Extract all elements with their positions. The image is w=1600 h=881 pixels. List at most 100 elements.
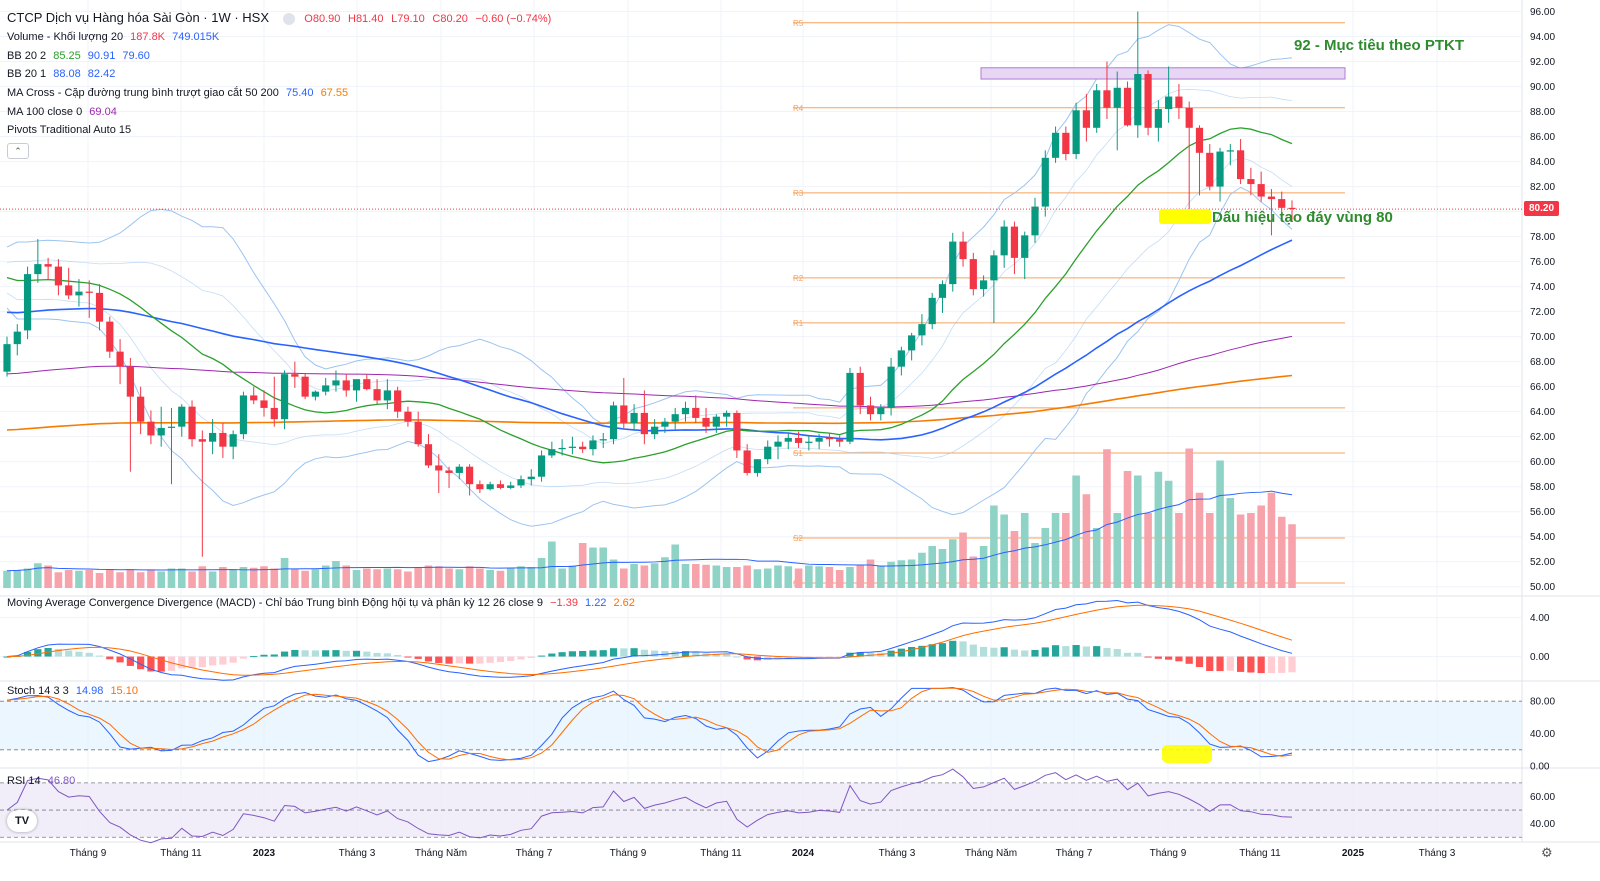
candle-body <box>815 437 823 442</box>
chart-header[interactable]: CTCP Dịch vụ Hàng hóa Sài Gòn · 1W · HSX… <box>7 10 555 25</box>
macd-histogram-bar <box>414 656 422 659</box>
macd-histogram-bar <box>723 653 731 657</box>
volume-bar <box>568 565 577 588</box>
macd-histogram-bar <box>342 650 350 657</box>
collapse-legend-button[interactable]: ⌃ <box>7 143 29 159</box>
volume-bar <box>805 565 813 588</box>
legend-ma100[interactable]: MA 100 close 0 69.04 <box>7 106 121 118</box>
macd-histogram-bar <box>106 656 114 660</box>
rsi-line <box>6 768 1293 844</box>
last-price-tag: 80.20 <box>1524 201 1559 216</box>
rsi-band <box>0 782 1522 838</box>
macd-pane <box>3 599 1296 681</box>
volume-bar <box>599 547 608 588</box>
macd-histogram-bar <box>1000 647 1008 657</box>
macd-histogram-bar <box>1031 649 1039 657</box>
macd-histogram-bar <box>1113 648 1121 657</box>
macd-tick-label: 0.00 <box>1530 652 1550 663</box>
legend-volume[interactable]: Volume - Khối lượng 20 187.8K 749.015K <box>7 31 223 43</box>
candle-body <box>363 379 371 390</box>
legend-rsi-v1: 46.80 <box>47 775 76 787</box>
ohlc-open: O80.90 <box>304 13 341 25</box>
macd-histogram-bar <box>1082 646 1090 657</box>
volume-bar <box>44 565 52 588</box>
volume-bar <box>383 568 392 588</box>
price-tick-label: 96.00 <box>1530 7 1555 18</box>
candle-body <box>692 407 700 418</box>
pivot-label: S1 <box>793 449 803 458</box>
legend-stoch-v2: 15.10 <box>110 685 138 697</box>
volume-bar <box>990 505 998 588</box>
legend-rsi[interactable]: RSI 14 46.80 <box>7 775 79 787</box>
macd-histogram-bar <box>918 645 926 657</box>
macd-histogram-bar <box>1072 645 1080 657</box>
volume-bar <box>3 570 11 588</box>
candle-body <box>1051 132 1060 158</box>
volume-bar <box>249 567 258 588</box>
symbol-title: CTCP Dịch vụ Hàng hóa Sài Gòn · 1W · HSX <box>7 10 270 25</box>
time-tick-label: Tháng 3 <box>879 848 916 859</box>
volume-bar <box>352 570 361 588</box>
volume-bar <box>815 566 823 588</box>
candle-body <box>1226 150 1234 152</box>
candle-body <box>352 379 361 391</box>
rsi-tick-label: 40.00 <box>1530 819 1555 830</box>
price-tick-label: 60.00 <box>1530 457 1555 468</box>
price-tick-label: 66.00 <box>1530 382 1555 393</box>
macd-histogram-bar <box>949 640 957 657</box>
candle-body <box>1134 74 1142 126</box>
candle-body <box>1000 226 1008 256</box>
volume-bar <box>938 549 947 588</box>
candle-body <box>424 444 433 466</box>
price-tick-label: 78.00 <box>1530 232 1555 243</box>
macd-histogram-bar <box>1226 656 1234 671</box>
legend-bb2-label: BB 20 1 <box>7 68 47 80</box>
volume-bar <box>229 569 237 588</box>
candle-body <box>404 411 412 422</box>
volume-bar <box>620 568 628 588</box>
candle-body <box>219 432 227 447</box>
legend-pivots[interactable]: Pivots Traditional Auto 15 <box>7 124 135 136</box>
volume-bar <box>907 559 916 588</box>
macd-histogram-bar <box>65 650 73 657</box>
legend-bb2[interactable]: BB 20 1 88.08 82.42 <box>7 68 119 80</box>
candle-body <box>959 241 967 260</box>
price-tick-label: 84.00 <box>1530 157 1555 168</box>
volume-bar <box>784 566 793 588</box>
volume-bar <box>825 567 834 588</box>
candle-body <box>1288 207 1296 210</box>
time-tick-label: Tháng 11 <box>1239 848 1281 859</box>
legend-macd-label: Moving Average Convergence Divergence (M… <box>7 597 544 609</box>
volume-bar <box>517 566 525 588</box>
tradingview-logo[interactable]: TV <box>7 810 37 832</box>
macd-histogram-bar <box>291 649 299 657</box>
volume-bar <box>147 570 155 588</box>
volume-bar <box>1277 516 1286 588</box>
legend-stoch[interactable]: Stoch 14 3 3 14.98 15.10 <box>7 685 142 697</box>
legend-macd[interactable]: Moving Average Convergence Divergence (M… <box>7 597 639 609</box>
candle-body <box>764 446 772 460</box>
macd-histogram-bar <box>126 656 134 666</box>
candle-body <box>938 284 947 298</box>
volume-bar <box>948 539 957 588</box>
legend-ma-cross[interactable]: MA Cross - Cặp đường trung bình trượt gi… <box>7 87 352 99</box>
volume-bar <box>260 566 268 588</box>
volume-bar <box>630 564 638 588</box>
volume-bar <box>1051 513 1060 588</box>
candle-body <box>1237 150 1245 180</box>
candle-body <box>34 264 42 275</box>
macd-histogram-bar <box>589 650 597 657</box>
legend-bb1[interactable]: BB 20 2 85.25 90.91 79.60 <box>7 50 154 62</box>
gear-icon[interactable]: ⚙ <box>1541 845 1553 860</box>
price-tick-label: 64.00 <box>1530 407 1555 418</box>
stoch-tick-label: 80.00 <box>1530 697 1555 708</box>
macd-histogram-bar <box>1206 656 1214 671</box>
candle-body <box>95 292 104 322</box>
stoch-band <box>0 701 1522 750</box>
volume-bar <box>393 569 402 588</box>
macd-histogram-bar <box>1154 656 1162 659</box>
macd-histogram-bar <box>692 652 700 657</box>
volume-bar <box>1267 492 1276 588</box>
candle-body <box>116 351 124 367</box>
